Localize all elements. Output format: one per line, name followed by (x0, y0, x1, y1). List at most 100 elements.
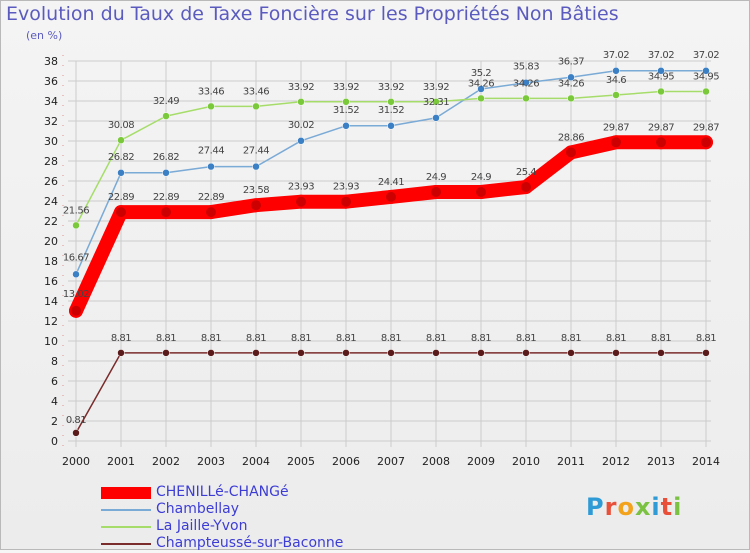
x-tick-label: 2009 (467, 455, 495, 468)
data-point (384, 189, 398, 204)
y-tick-label: 2 (51, 415, 58, 428)
data-point (522, 94, 530, 103)
data-point (72, 429, 80, 437)
data-point (117, 136, 125, 144)
x-tick-label: 2008 (422, 455, 450, 468)
data-point (204, 205, 218, 220)
data-point (207, 162, 215, 171)
x-tick-label: 2012 (602, 455, 630, 468)
data-point (342, 122, 350, 130)
legend-label: La Jaille-Yvon (156, 518, 248, 534)
data-point (567, 73, 575, 82)
series (69, 67, 713, 437)
data-point (249, 198, 263, 213)
data-point (387, 349, 395, 357)
data-point (297, 349, 305, 357)
y-tick-label: 26 (44, 175, 58, 188)
y-tick-label: 32 (44, 115, 58, 128)
y-tick-label: 10 (44, 335, 58, 348)
data-point (477, 349, 485, 357)
data-labels: 22.89 22.89 22.89 23.58 23.93 23.93 24.41 24.9 2… (63, 50, 720, 426)
legend-label: CHENILLé-CHANGé (156, 484, 289, 500)
data-label: 29.87 (603, 122, 629, 133)
data-point (432, 349, 440, 357)
data-label: 8.81 (246, 333, 266, 344)
data-label: 22.89 (108, 192, 134, 203)
data-label: 37.02 (603, 50, 629, 61)
data-label: 16.67 (63, 252, 89, 263)
legend-label: Champteussé-sur-Baconne (156, 535, 344, 551)
proxiti-logo: Proxiti (586, 493, 682, 521)
data-label: 0.81 (66, 415, 86, 426)
data-point (654, 135, 668, 150)
x-tick-label: 2001 (107, 455, 135, 468)
data-point (297, 137, 305, 145)
data-label: 8.81 (111, 333, 131, 344)
data-point (432, 114, 440, 122)
x-tick-label: 2006 (332, 455, 360, 468)
data-label: 23.58 (243, 185, 269, 196)
logo-letter: t (660, 493, 674, 521)
data-point (162, 112, 170, 120)
data-label: 37.02 (693, 50, 719, 61)
data-label: 24.9 (471, 172, 491, 183)
data-point (252, 162, 260, 171)
data-label: 30.02 (288, 120, 314, 131)
data-point (657, 87, 665, 96)
data-label: 35.83 (513, 62, 539, 73)
data-label: 26.82 (153, 152, 179, 163)
data-label: 8.81 (651, 333, 671, 344)
x-tick-label: 2002 (152, 455, 180, 468)
data-point (387, 122, 395, 130)
data-point (294, 194, 308, 209)
x-tick-label: 2000 (62, 455, 90, 468)
data-label: 34.26 (558, 78, 584, 89)
logo-letter: P (586, 493, 605, 521)
data-point (432, 98, 440, 106)
y-tick-label: 20 (44, 235, 58, 248)
data-label: 23.93 (333, 182, 359, 193)
legend-swatch (101, 509, 151, 511)
y-tick-label: 6 (51, 375, 58, 388)
y-tick-label: 14 (44, 295, 58, 308)
data-point (429, 185, 443, 199)
legend-label: Chambellay (156, 501, 240, 517)
data-label: 34.95 (648, 72, 674, 83)
y-tick-label: 18 (44, 255, 58, 268)
data-point (612, 91, 620, 99)
data-label: 34.6 (606, 75, 626, 86)
x-tick-label: 2014 (692, 455, 720, 468)
y-tick-label: 38 (44, 55, 58, 68)
data-label: 8.81 (696, 333, 716, 344)
data-label: 30.08 (108, 120, 134, 131)
data-label: 33.92 (423, 82, 449, 93)
data-point (342, 98, 350, 106)
y-tick-label: 22 (44, 215, 58, 228)
data-label: 33.92 (333, 82, 359, 93)
x-tick-label: 2010 (512, 455, 540, 468)
data-label: 13.02 (63, 289, 89, 300)
data-label: 33.46 (198, 86, 224, 97)
data-point (522, 349, 530, 357)
data-point (702, 349, 710, 357)
data-label: 36.37 (558, 56, 584, 67)
data-point (657, 67, 665, 75)
y-tick-label: 36 (44, 75, 58, 88)
y-tick-label: 0 (51, 435, 58, 448)
data-point (567, 349, 575, 357)
data-label: 35.2 (471, 68, 491, 79)
y-tick-label: 8 (51, 355, 58, 368)
data-point (69, 303, 83, 318)
data-point (699, 135, 713, 150)
data-label: 8.81 (516, 333, 536, 344)
data-label: 31.52 (378, 105, 404, 116)
y-tick-label: 28 (44, 155, 58, 168)
data-label: 8.81 (426, 333, 446, 344)
data-point (72, 221, 80, 230)
data-label: 27.44 (243, 146, 269, 157)
x-tick-label: 2011 (557, 455, 585, 468)
y-tick-label: 12 (44, 315, 58, 328)
y-tick-label: 34 (44, 95, 58, 108)
